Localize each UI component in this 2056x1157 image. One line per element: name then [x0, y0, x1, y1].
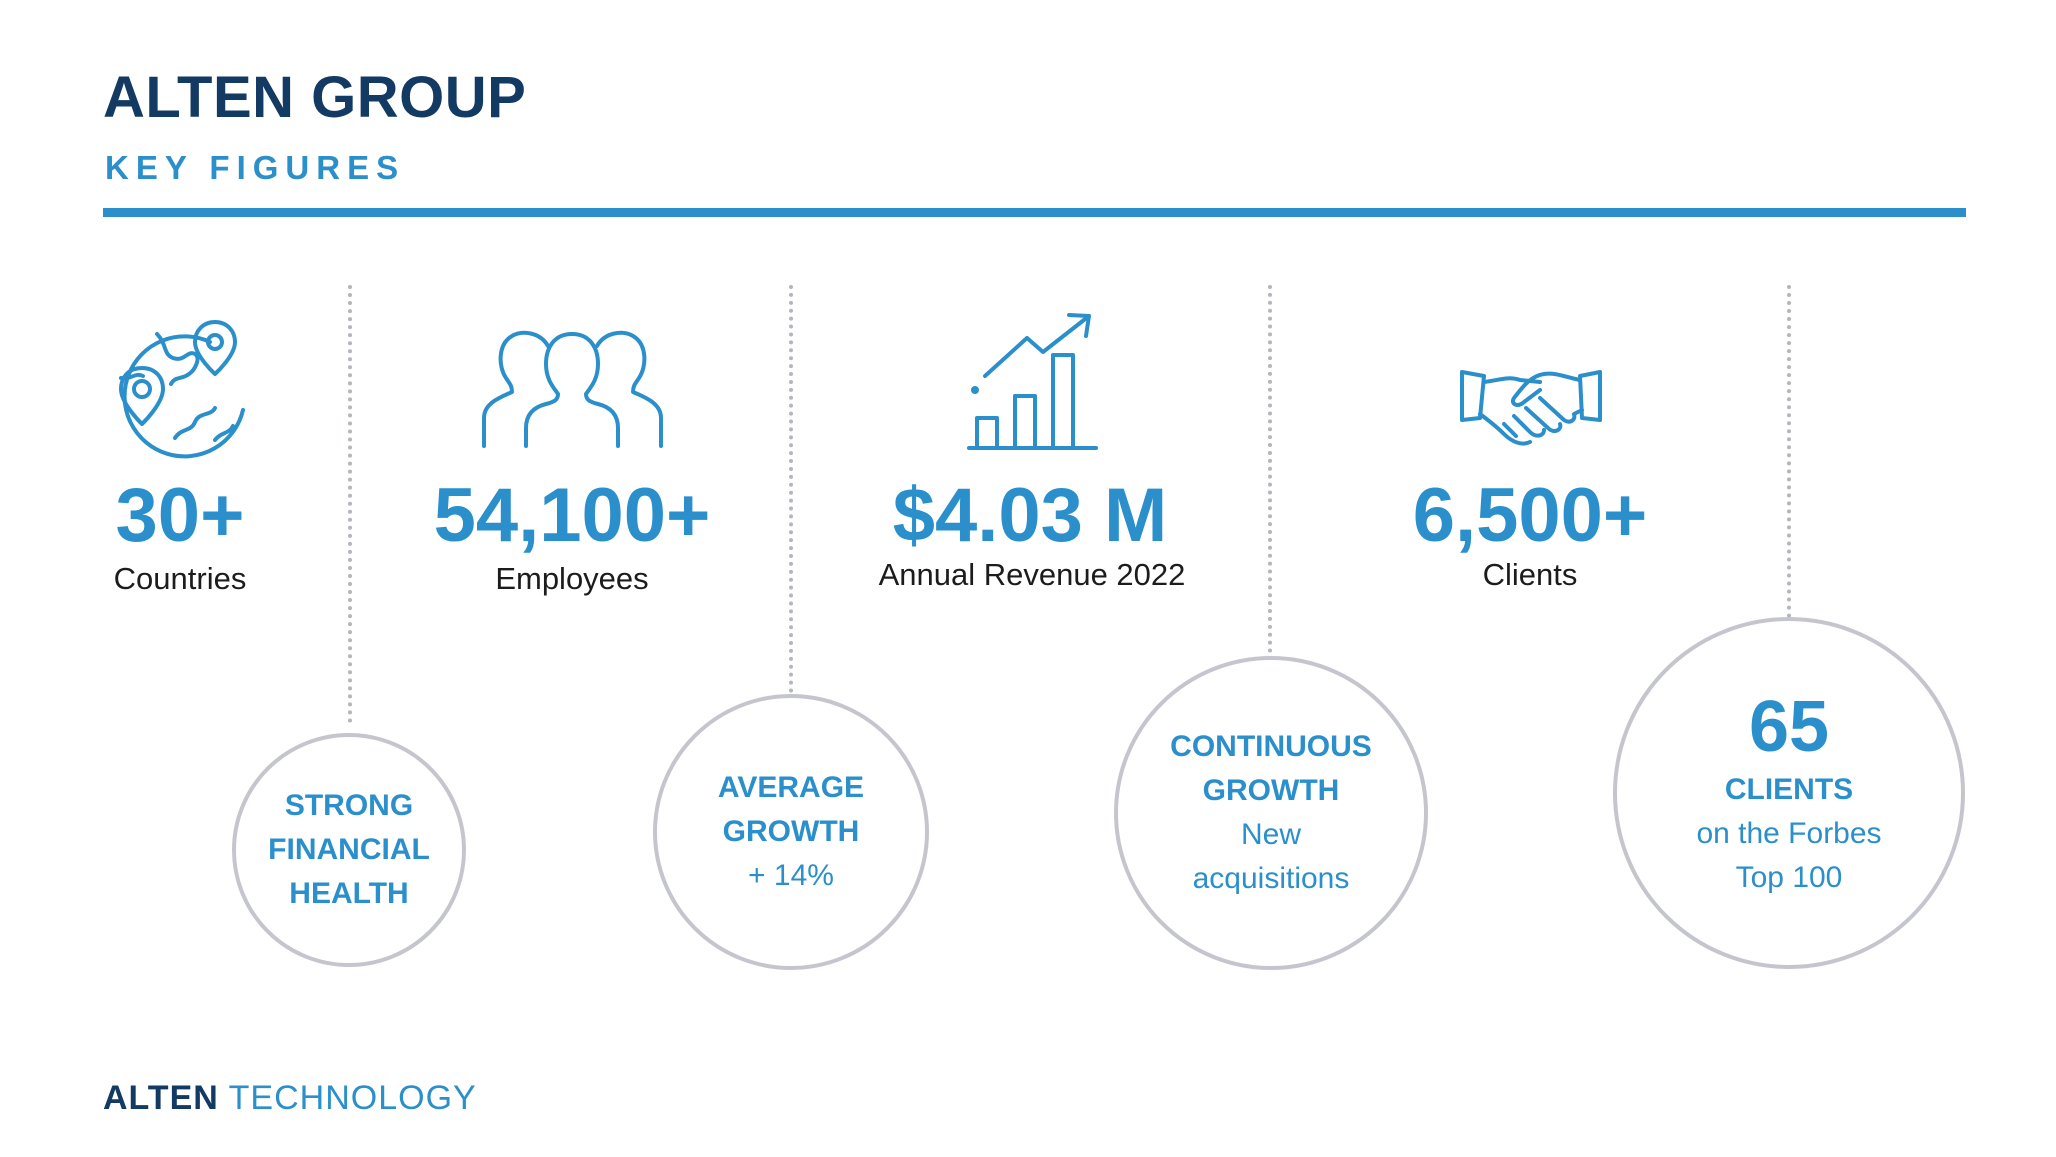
highlight-line: GROWTH — [1202, 774, 1340, 807]
growth-chart-icon — [965, 312, 1100, 452]
highlight-circle-forbes-clients: 65 CLIENTS on the Forbes Top 100 — [1613, 617, 1965, 969]
figure-employees-value: 54,100+ — [433, 473, 711, 558]
connector-line-2 — [789, 285, 793, 693]
highlight-number: 65 — [1748, 687, 1830, 767]
page-title: ALTEN GROUP — [103, 65, 527, 130]
footer-brand-secondary: TECHNOLOGY — [228, 1079, 477, 1117]
figure-employees-label: Employees — [495, 561, 649, 596]
highlight-line: GROWTH — [722, 815, 860, 848]
highlight-line: STRONG — [284, 789, 414, 822]
highlight-detail: New — [1240, 818, 1301, 851]
figure-countries-value: 30+ — [115, 473, 245, 558]
highlight-line: AVERAGE — [717, 771, 865, 804]
highlight-detail: on the Forbes — [1696, 817, 1882, 850]
handshake-icon — [1460, 366, 1602, 448]
footer-brand-primary: ALTEN — [103, 1079, 219, 1117]
highlight-circle-financial-health: STRONG FINANCIAL HEALTH — [232, 733, 466, 967]
figure-revenue-value: $4.03 M — [892, 473, 1168, 558]
highlight-detail: Top 100 — [1735, 861, 1843, 894]
header-divider — [103, 208, 1966, 217]
globe-location-icon — [115, 320, 250, 459]
figure-clients-label: Clients — [1482, 557, 1578, 592]
page-subtitle: KEY FIGURES — [105, 149, 406, 186]
highlight-circle-average-growth: AVERAGE GROWTH + 14% — [653, 694, 929, 970]
people-icon — [480, 328, 665, 450]
figure-clients-value: 6,500+ — [1412, 473, 1648, 558]
highlight-line: CLIENTS — [1724, 773, 1854, 806]
figure-revenue-label: Annual Revenue 2022 — [878, 557, 1186, 592]
highlight-circle-continuous-growth: CONTINUOUS GROWTH New acquisitions — [1114, 656, 1428, 970]
footer-brand: ALTEN TECHNOLOGY — [103, 1081, 477, 1115]
connector-line-1 — [348, 285, 352, 723]
connector-line-4 — [1787, 285, 1791, 618]
highlight-line: CONTINUOUS — [1170, 730, 1372, 763]
highlight-line: HEALTH — [289, 877, 409, 910]
figure-countries-label: Countries — [113, 561, 247, 596]
connector-line-3 — [1268, 285, 1272, 653]
highlight-line: FINANCIAL — [268, 833, 430, 866]
highlight-detail: acquisitions — [1192, 862, 1350, 895]
highlight-detail: + 14% — [748, 859, 834, 892]
